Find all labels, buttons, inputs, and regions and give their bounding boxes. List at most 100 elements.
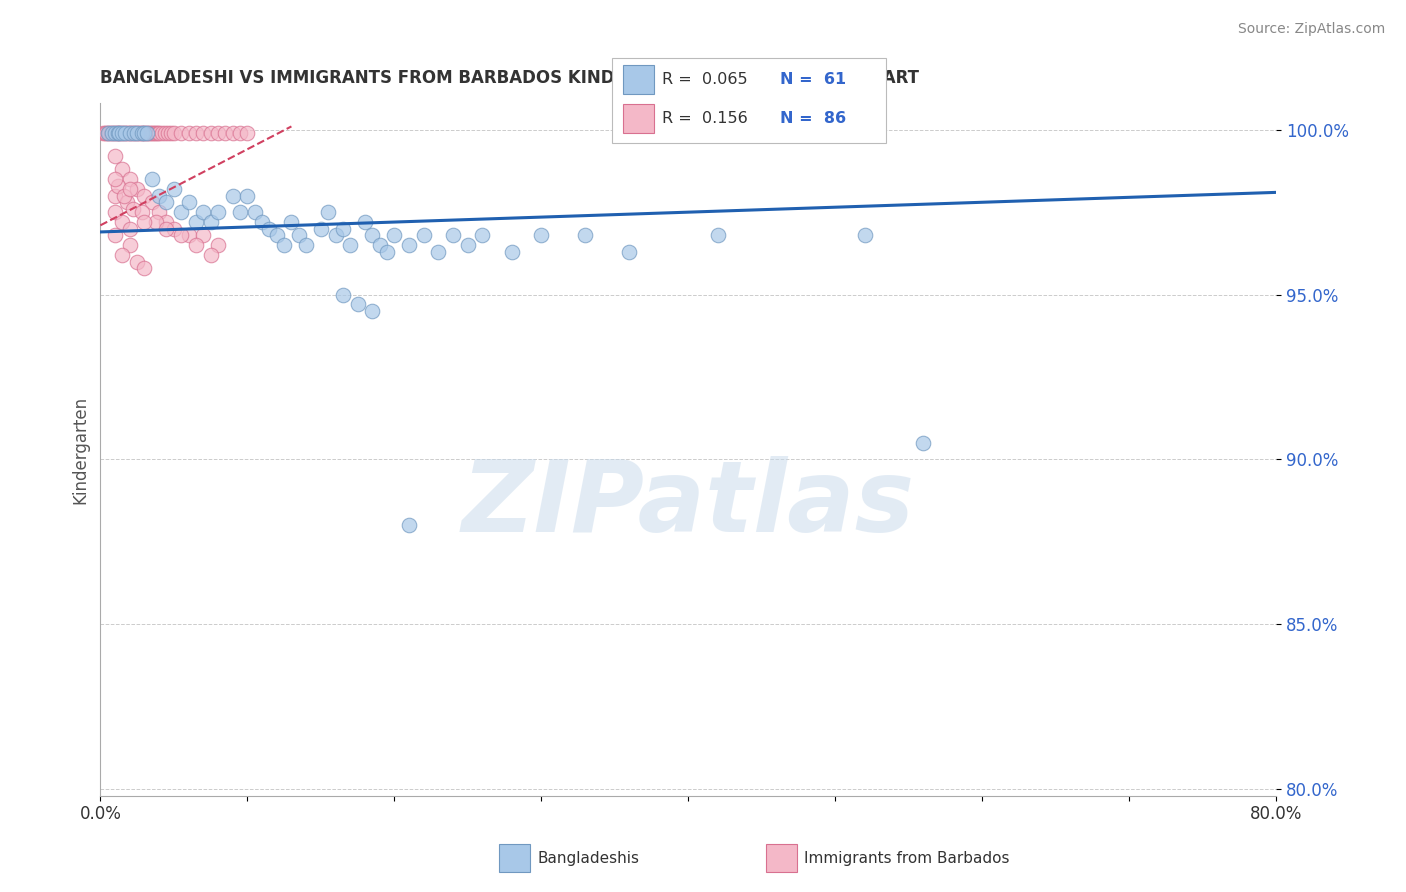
Point <box>184 215 207 229</box>
Point <box>118 126 141 140</box>
Point <box>163 221 186 235</box>
Point <box>134 126 156 140</box>
Text: R =  0.065: R = 0.065 <box>662 71 748 87</box>
Text: R =  0.156: R = 0.156 <box>662 111 748 126</box>
Point <box>105 126 128 140</box>
Point <box>153 126 176 140</box>
Point <box>142 126 165 140</box>
Point <box>122 126 145 140</box>
Point <box>163 126 186 140</box>
Text: Bangladeshis: Bangladeshis <box>537 851 640 865</box>
Point <box>118 172 141 186</box>
Point <box>141 172 163 186</box>
Point <box>118 238 141 252</box>
Point <box>131 126 153 140</box>
Point <box>207 238 229 252</box>
Point <box>132 126 155 140</box>
Text: Immigrants from Barbados: Immigrants from Barbados <box>804 851 1010 865</box>
Point <box>118 182 141 196</box>
Point <box>121 126 143 140</box>
Point <box>398 238 420 252</box>
Point <box>193 126 215 140</box>
Point <box>114 126 136 140</box>
Point <box>94 126 117 140</box>
Point <box>131 126 153 140</box>
Point <box>112 126 135 140</box>
Point <box>170 205 193 219</box>
Point <box>706 228 728 243</box>
Point <box>309 221 332 235</box>
Point <box>236 126 259 140</box>
Point <box>457 238 479 252</box>
Point <box>259 221 281 235</box>
Point <box>368 238 391 252</box>
Point <box>139 126 162 140</box>
Point <box>530 228 553 243</box>
Point <box>107 178 129 193</box>
Point <box>471 228 494 243</box>
Point <box>148 205 170 219</box>
Point <box>103 126 125 140</box>
Point <box>96 126 118 140</box>
Point <box>91 126 114 140</box>
Point <box>108 126 131 140</box>
Point <box>111 162 134 177</box>
Point <box>177 195 200 210</box>
Point <box>115 195 138 210</box>
Point <box>117 126 139 140</box>
Point <box>148 188 170 202</box>
Point <box>155 221 177 235</box>
Point <box>141 126 163 140</box>
Point <box>110 126 132 140</box>
Point <box>207 126 229 140</box>
Point <box>107 126 129 140</box>
Point <box>145 215 167 229</box>
Point <box>127 254 149 268</box>
Point <box>346 297 368 311</box>
Point <box>136 126 159 140</box>
Point <box>104 205 127 219</box>
Point <box>134 215 156 229</box>
Point <box>155 215 177 229</box>
Point <box>250 215 273 229</box>
Point <box>243 205 266 219</box>
Point <box>98 126 121 140</box>
Point <box>121 202 143 216</box>
Point <box>361 228 384 243</box>
Point <box>339 238 361 252</box>
Point <box>619 244 641 259</box>
Point <box>184 238 207 252</box>
Point <box>280 215 302 229</box>
Point <box>104 172 127 186</box>
Point <box>200 215 222 229</box>
Point <box>193 205 215 219</box>
Point <box>120 126 142 140</box>
Point <box>127 126 149 140</box>
Point <box>111 126 134 140</box>
Point <box>229 126 252 140</box>
Point <box>295 238 318 252</box>
Point <box>127 126 149 140</box>
Point <box>122 126 145 140</box>
Point <box>118 221 141 235</box>
Text: N =  61: N = 61 <box>780 71 846 87</box>
Point <box>104 149 127 163</box>
Point <box>354 215 377 229</box>
Point <box>111 248 134 262</box>
Point <box>134 126 156 140</box>
Point <box>221 126 243 140</box>
Point <box>853 228 876 243</box>
Point <box>104 228 127 243</box>
Point <box>148 126 170 140</box>
Point <box>118 126 141 140</box>
Point <box>111 126 134 140</box>
Point <box>193 228 215 243</box>
Point <box>111 215 134 229</box>
Point <box>170 126 193 140</box>
Point <box>375 244 398 259</box>
Point <box>114 126 136 140</box>
Point <box>382 228 405 243</box>
Point <box>145 126 167 140</box>
Point <box>398 518 420 533</box>
Point <box>134 188 156 202</box>
